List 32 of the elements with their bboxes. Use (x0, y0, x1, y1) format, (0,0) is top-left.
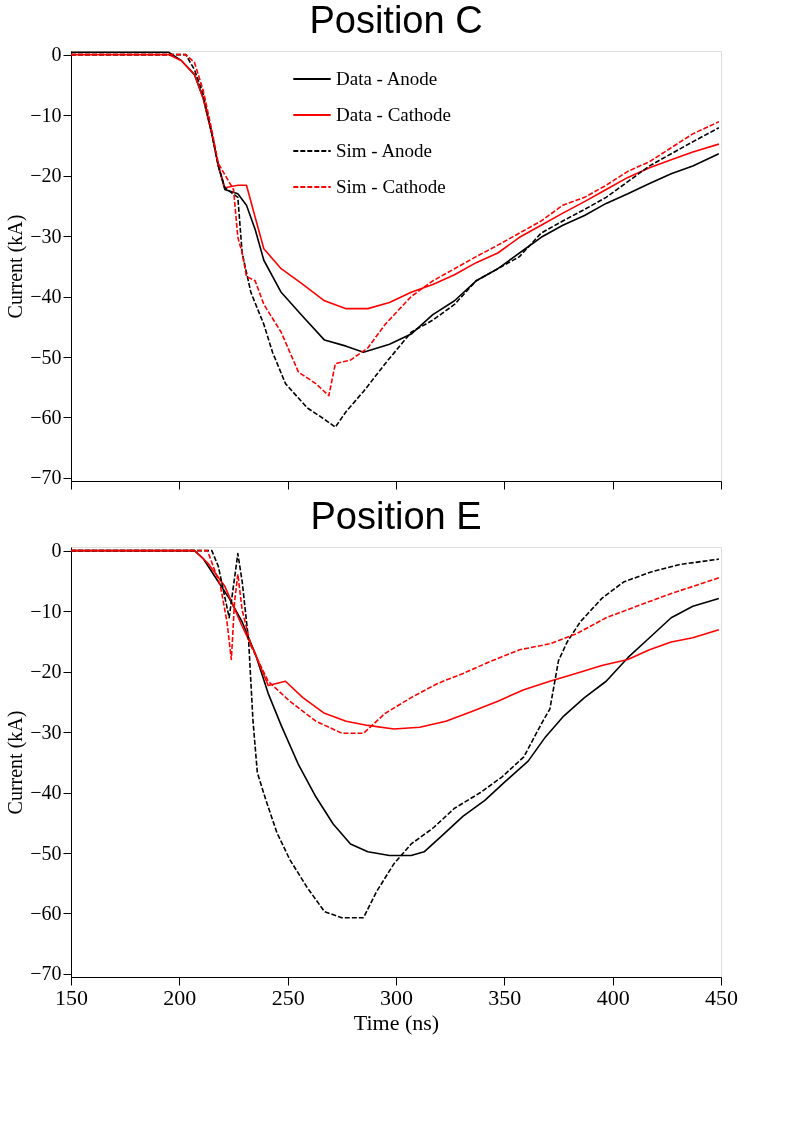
y-tick-label: −20 (30, 164, 62, 187)
y-tick-label: 0 (51, 539, 62, 562)
y-tick-label: −60 (30, 406, 62, 428)
y-tick-label: −30 (30, 720, 62, 743)
y-tick-label: −10 (30, 103, 62, 126)
x-axis-title: Time (ns) (353, 1009, 440, 1035)
y-tick-label: −20 (30, 660, 62, 683)
legend-label: Data - Cathode (336, 104, 452, 125)
y-tick-label: 0 (51, 43, 62, 66)
legend-label: Data - Anode (336, 68, 438, 89)
y-tick-label: −70 (30, 466, 62, 489)
x-tick-label: 300 (380, 984, 413, 1010)
chart-title: Position E (310, 494, 482, 537)
x-tick-label: 450 (705, 984, 738, 1010)
x-tick-label: 350 (488, 984, 522, 1010)
y-tick-label: −50 (30, 841, 62, 864)
x-tick-label: 250 (271, 984, 305, 1010)
y-tick-label: −40 (30, 285, 62, 308)
legend-label: Sim - Cathode (336, 176, 446, 197)
y-tick-label: −50 (30, 345, 62, 368)
y-tick-label: −10 (30, 599, 62, 622)
y-tick-label: −40 (30, 781, 62, 804)
x-tick-label: 150 (55, 984, 88, 1010)
y-axis-title: Current (kA) (4, 214, 28, 319)
chart-title: Position C (309, 0, 483, 41)
y-tick-label: −30 (30, 224, 62, 247)
legend-label: Sim - Anode (336, 140, 433, 161)
y-tick-label: −70 (30, 962, 62, 985)
x-tick-label: 400 (596, 984, 630, 1010)
y-tick-label: −60 (30, 902, 62, 924)
y-axis-title: Current (kA) (4, 710, 28, 815)
x-tick-label: 200 (163, 984, 197, 1010)
